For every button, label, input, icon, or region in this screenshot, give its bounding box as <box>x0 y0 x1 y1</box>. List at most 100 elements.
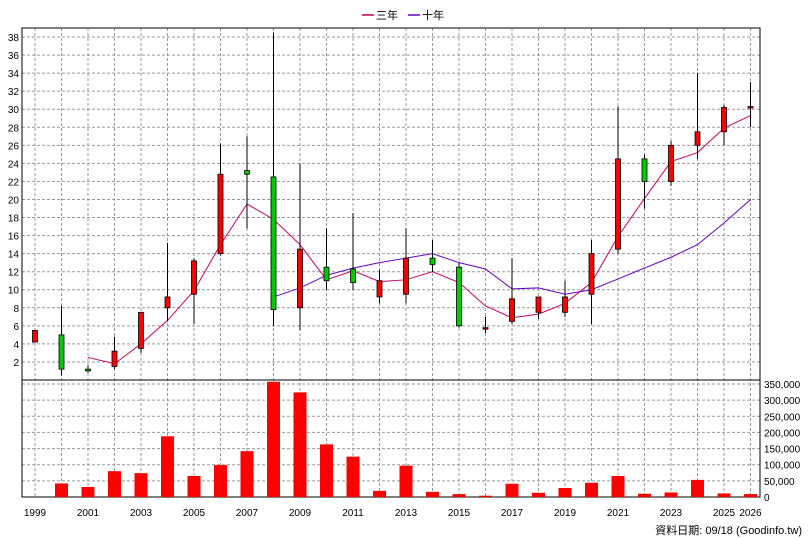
volume-bar <box>638 493 651 497</box>
year-tick-label: 2021 <box>607 508 630 519</box>
year-tick-label: 2013 <box>395 508 418 519</box>
volume-tick-label: 100,000 <box>764 461 801 472</box>
candle-body <box>456 266 462 327</box>
year-tick-label: 2007 <box>236 508 259 519</box>
volume-bar <box>55 483 68 497</box>
volume-bar <box>320 444 333 497</box>
candle-body <box>562 296 568 313</box>
volume-bar <box>240 451 254 497</box>
candlestick <box>588 240 595 325</box>
candlestick <box>456 262 462 328</box>
year-tick-label: 2005 <box>183 508 206 519</box>
volume-bar <box>187 476 201 497</box>
price-tick-label: 26 <box>8 141 20 152</box>
candlestick <box>297 163 303 331</box>
candlestick <box>429 240 436 272</box>
price-tick-label: 28 <box>8 123 20 134</box>
candle-body <box>270 176 277 311</box>
candle-body <box>535 296 542 313</box>
price-tick-label: 14 <box>8 250 20 261</box>
price-tick-label: 38 <box>8 33 20 44</box>
candlestick <box>376 269 383 304</box>
price-tick-label: 4 <box>13 340 19 351</box>
plot-border <box>21 27 761 498</box>
volume-bar <box>611 476 625 497</box>
volume-tick-label: 150,000 <box>764 445 801 456</box>
candlestick <box>615 106 621 254</box>
year-tick-label: 2011 <box>342 508 364 519</box>
volume-bar <box>585 482 598 497</box>
candlesticks <box>32 32 754 376</box>
candle-body <box>694 131 701 146</box>
volume-bar <box>532 492 545 497</box>
price-tick-label: 10 <box>8 286 20 297</box>
candle-body <box>297 248 303 309</box>
plot-frame <box>21 27 761 498</box>
volume-bar <box>346 456 360 497</box>
volume-bar <box>267 381 280 497</box>
year-tick-label: 2019 <box>554 508 577 519</box>
candle-body <box>323 266 330 282</box>
candlestick <box>509 258 515 325</box>
candlestick <box>482 316 489 334</box>
volume-tick-label: 250,000 <box>764 412 801 423</box>
price-tick-label: 2 <box>13 358 19 369</box>
candlestick <box>217 143 224 256</box>
price-tick-label: 6 <box>13 322 19 333</box>
candlestick <box>562 280 568 317</box>
legend-label-three-year: 三年 <box>376 8 398 22</box>
legend-label-ten-year: 十年 <box>422 8 444 22</box>
legend: 三年 十年 <box>362 8 444 22</box>
year-tick-label: 2001 <box>77 508 100 519</box>
price-tick-label: 30 <box>8 105 20 116</box>
candle-body <box>747 106 754 109</box>
price-tick-label: 32 <box>8 87 20 98</box>
candle-body <box>85 368 91 372</box>
candle-body <box>482 327 489 330</box>
volume-bar <box>664 492 678 497</box>
candle-body <box>164 296 171 309</box>
candlestick <box>694 73 701 159</box>
volume-bar <box>134 473 148 497</box>
candle-body <box>509 298 515 322</box>
gridlines <box>22 28 760 497</box>
candlestick <box>85 365 91 373</box>
volume-bar <box>744 494 757 497</box>
volume-bar <box>399 465 413 497</box>
volume-bar <box>717 493 731 497</box>
year-tick-label: 2026 <box>739 508 762 519</box>
volume-bar <box>452 494 466 497</box>
candle-body <box>668 144 674 182</box>
candle-body <box>615 158 621 250</box>
volume-tick-label: 200,000 <box>764 428 801 439</box>
moving-averages <box>87 115 751 365</box>
candlestick <box>668 140 674 186</box>
candlestick <box>191 258 197 325</box>
volume-bar <box>479 495 492 497</box>
volume-bars <box>55 381 757 497</box>
candlestick <box>164 242 171 322</box>
year-tick-label: 2003 <box>130 508 153 519</box>
candlestick <box>138 311 144 353</box>
candle-body <box>138 311 144 349</box>
footer: 資料日期: 09/18 (Goodinfo.tw) <box>655 522 802 538</box>
candle-body <box>429 257 436 265</box>
data-date-label: 資料日期: 09/18 <box>655 525 733 537</box>
candle-body <box>721 107 727 133</box>
volume-bar <box>81 486 95 497</box>
candle-body <box>403 257 409 295</box>
year-tick-label: 2025 <box>713 508 736 519</box>
volume-bar <box>214 465 227 497</box>
candlestick <box>721 104 727 146</box>
candlestick <box>58 305 65 376</box>
price-tick-label: 20 <box>8 195 20 206</box>
candlestick <box>32 329 38 343</box>
candle-body <box>376 280 383 298</box>
candle-body <box>191 260 197 295</box>
volume-tick-label: 50,000 <box>764 477 795 488</box>
volume-bar <box>426 491 439 497</box>
volume-tick-label: 350,000 <box>764 380 801 391</box>
